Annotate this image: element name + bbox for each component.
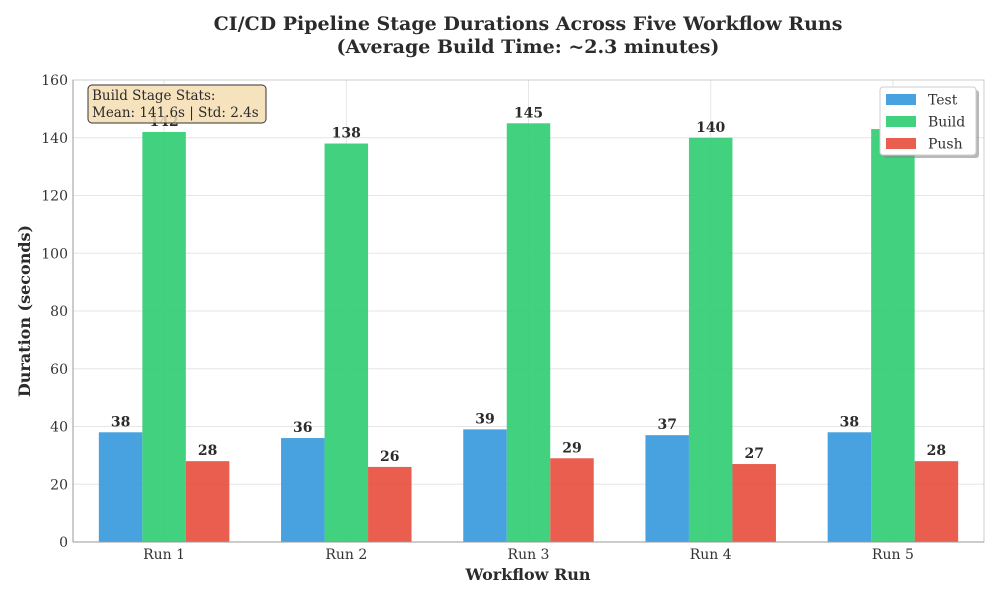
bar-test-run-3 [463, 429, 507, 542]
annotation-line: Mean: 141.6s | Std: 2.4s [92, 105, 259, 121]
data-label: 36 [293, 420, 312, 436]
bar-test-run-5 [827, 432, 872, 542]
bar-build-run-1 [142, 131, 186, 542]
data-label: 38 [840, 414, 859, 430]
y-tick-label: 60 [50, 362, 68, 378]
x-tick-label: Run 4 [690, 547, 732, 563]
chart-subtitle: (Average Build Time: ~2.3 minutes) [337, 36, 720, 58]
bar-push-run-2 [368, 466, 412, 542]
y-tick-label: 120 [41, 189, 68, 205]
legend-swatch-test [886, 94, 916, 105]
data-label: 29 [562, 440, 581, 456]
x-tick-label: Run 2 [325, 547, 367, 563]
tick-labels: 0 20 40 60 80 100 120 140 160 Run 1 Run 2 Run 3 Run … [41, 73, 914, 563]
data-labels: 38142283613826391452937140273814328 [111, 105, 946, 465]
legend-label-build: Build [928, 115, 965, 131]
plot-frame [72, 79, 985, 543]
x-tick-label: Run 3 [508, 547, 550, 563]
bars [98, 123, 959, 542]
bar-push-run-5 [914, 461, 959, 542]
y-tick-label: 100 [41, 246, 68, 262]
bar-push-run-4 [732, 464, 776, 542]
y-tick-label: 20 [50, 477, 68, 493]
data-label: 39 [475, 411, 494, 427]
bar-test-run-2 [281, 438, 325, 542]
bar-build-run-4 [688, 137, 733, 542]
bar-push-run-3 [550, 458, 594, 542]
annotation-line: Build Stage Stats: [92, 88, 215, 104]
data-label: 37 [657, 417, 676, 433]
bar-test-run-4 [645, 435, 689, 542]
bar-test-run-1 [98, 432, 143, 542]
legend-label-test: Test [928, 93, 958, 109]
x-tick-label: Run 1 [143, 547, 185, 563]
x-tick-label: Run 5 [872, 547, 914, 563]
x-axis-label: Workflow Run [464, 565, 590, 584]
bar-build-run-2 [324, 143, 369, 542]
bar-push-run-1 [185, 461, 230, 542]
legend-swatch-push [886, 138, 916, 149]
data-label: 38 [111, 414, 130, 430]
y-tick-label: 80 [50, 304, 68, 320]
legend: Test Build Push [879, 86, 979, 158]
data-label: 28 [198, 443, 217, 459]
legend-label-push: Push [928, 137, 963, 153]
y-tick-label: 160 [41, 73, 68, 89]
y-tick-label: 0 [59, 535, 68, 551]
legend-swatch-build [886, 116, 916, 127]
chart-title: CI/CD Pipeline Stage Durations Across Fi… [214, 13, 843, 35]
data-label: 145 [514, 105, 543, 121]
data-label: 26 [380, 449, 399, 465]
data-label: 27 [744, 446, 763, 462]
annotation-box [87, 84, 267, 124]
y-tick-label: 40 [50, 420, 68, 436]
bar-build-run-3 [506, 123, 551, 542]
y-tick-label: 140 [41, 131, 68, 147]
data-label: 28 [927, 443, 946, 459]
y-axis-label: Duration (seconds) [15, 225, 34, 397]
bar-build-run-5 [871, 129, 915, 542]
data-label: 140 [696, 120, 725, 136]
stats-annotation: Build Stage Stats:Mean: 141.6s | Std: 2.… [87, 84, 267, 124]
data-label: 138 [332, 126, 361, 142]
